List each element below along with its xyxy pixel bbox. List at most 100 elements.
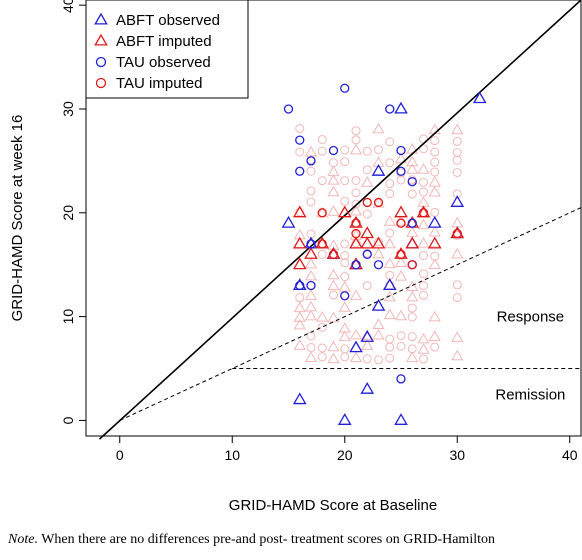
legend-abft-observed-symbol bbox=[94, 12, 108, 25]
imputed-cloud-triangle bbox=[428, 176, 441, 187]
x-axis: 0 10 20 30 40 bbox=[116, 435, 578, 463]
x-tick-label: 20 bbox=[337, 447, 353, 463]
abft-imputed-point bbox=[394, 205, 408, 218]
imputed-cloud-triangle bbox=[304, 257, 318, 269]
imputed-cloud-circle bbox=[362, 209, 372, 219]
imputed-cloud-triangle bbox=[293, 318, 306, 330]
imputed-cloud-circle bbox=[419, 354, 428, 364]
imputed-cloud-circle bbox=[385, 179, 395, 189]
imputed-cloud-triangle bbox=[349, 143, 363, 155]
abft-observed-point bbox=[394, 101, 408, 114]
imputed-cloud-triangle bbox=[406, 163, 419, 174]
imputed-cloud-triangle bbox=[383, 308, 396, 320]
response-label: Response bbox=[497, 309, 565, 326]
imputed-cloud-circle bbox=[385, 228, 395, 238]
imputed-cloud-circle bbox=[351, 199, 361, 209]
tau-observed-point bbox=[396, 166, 406, 176]
imputed-cloud-triangle bbox=[338, 322, 351, 333]
tau-imputed-point bbox=[351, 228, 361, 239]
x-tick-label: 30 bbox=[449, 447, 465, 463]
imputed-cloud-triangle bbox=[304, 289, 318, 300]
abft-imputed-point bbox=[405, 236, 420, 249]
note-label: Note. bbox=[8, 532, 38, 547]
imputed-cloud-circle bbox=[407, 303, 417, 313]
tau-observed-point bbox=[373, 260, 384, 270]
imputed-cloud-circle bbox=[374, 355, 383, 365]
imputed-cloud-triangle bbox=[293, 339, 306, 350]
imputed-cloud-triangle bbox=[349, 204, 363, 216]
y-tick-label: 20 bbox=[60, 205, 76, 221]
imputed-cloud-triangle bbox=[338, 301, 351, 312]
imputed-cloud-circle bbox=[340, 258, 350, 268]
tau-imputed-point bbox=[396, 249, 406, 259]
imputed-cloud-triangle bbox=[406, 351, 419, 363]
scatter-chart: 0 10 20 30 40 0 10 20 30 40 Response Remission GR… bbox=[9, 0, 582, 514]
imputed-cloud-triangle bbox=[349, 351, 363, 363]
imputed-cloud-triangle bbox=[451, 216, 464, 228]
tau-observed-point bbox=[306, 280, 316, 291]
abft-observed-point bbox=[427, 215, 442, 228]
imputed-cloud-triangle bbox=[428, 225, 441, 237]
imputed-cloud-triangle bbox=[406, 290, 419, 302]
imputed-cloud-circle bbox=[317, 343, 327, 353]
imputed-cloud-circle bbox=[419, 187, 428, 197]
imputed-cloud-triangle bbox=[293, 301, 306, 313]
tau-observed-point bbox=[362, 249, 372, 259]
imputed-cloud-circle bbox=[362, 146, 372, 156]
imputed-cloud-triangle bbox=[327, 165, 340, 177]
imputed-cloud-circle bbox=[317, 146, 327, 156]
tau-observed-point bbox=[306, 239, 316, 249]
imputed-cloud-triangle bbox=[304, 269, 318, 281]
imputed-cloud-triangle bbox=[304, 300, 318, 312]
imputed-cloud-circle bbox=[452, 155, 462, 165]
imputed-cloud-triangle bbox=[349, 328, 363, 340]
imputed-cloud-triangle bbox=[327, 352, 340, 364]
imputed-cloud-triangle bbox=[394, 152, 408, 164]
imputed-cloud-triangle bbox=[417, 218, 430, 230]
imputed-cloud-circle bbox=[452, 280, 462, 290]
tau-imputed-point bbox=[328, 249, 339, 259]
y-tick-label: 40 bbox=[60, 0, 76, 13]
imputed-cloud-triangle bbox=[451, 247, 464, 259]
imputed-cloud-circle bbox=[362, 354, 372, 364]
imputed-cloud-circle bbox=[340, 157, 350, 167]
tau-observed-point bbox=[351, 260, 361, 270]
imputed-cloud-circle bbox=[407, 312, 417, 322]
imputed-cloud-triangle bbox=[417, 332, 430, 344]
imputed-cloud-triangle bbox=[349, 341, 363, 352]
imputed-cloud-triangle bbox=[406, 143, 419, 154]
tau-observed-point bbox=[306, 156, 316, 166]
reference-lines bbox=[98, 0, 582, 440]
x-tick-label: 40 bbox=[562, 447, 578, 463]
imputed-cloud-circle bbox=[385, 334, 395, 344]
abft-observed-point bbox=[371, 163, 386, 176]
x-tick-label: 0 bbox=[116, 447, 124, 463]
abft-observed-point bbox=[360, 330, 375, 342]
abft-observed-point bbox=[337, 413, 352, 425]
imputed-cloud-circle bbox=[340, 145, 350, 155]
imputed-cloud-triangle bbox=[383, 257, 396, 269]
imputed-cloud-triangle bbox=[327, 205, 340, 216]
imputed-cloud-triangle bbox=[428, 330, 441, 341]
abft-imputed-point bbox=[371, 236, 386, 249]
tau-imputed-point bbox=[373, 197, 384, 208]
imputed-cloud-circle bbox=[340, 196, 350, 206]
imputed-cloud-triangle bbox=[372, 318, 385, 330]
imputed-cloud-triangle bbox=[394, 270, 408, 281]
imputed-cloud-triangle bbox=[428, 185, 441, 197]
imputed-cloud-triangle bbox=[383, 290, 396, 302]
imputed-cloud-circle bbox=[306, 197, 316, 207]
imputed-cloud-circle bbox=[430, 136, 440, 146]
imputed-cloud-circle bbox=[317, 176, 327, 186]
abft-imputed-point bbox=[304, 247, 318, 259]
imputed-cloud-triangle bbox=[417, 196, 430, 207]
tau-observed-point bbox=[295, 280, 305, 291]
tau-imputed-point bbox=[418, 208, 429, 218]
imputed-cloud-circle bbox=[452, 136, 462, 146]
imputed-cloud-circle bbox=[340, 239, 350, 249]
imputed-cloud-triangle bbox=[394, 309, 408, 321]
response-line bbox=[119, 207, 582, 421]
tau-observed-point bbox=[407, 177, 417, 187]
imputed-cloud-triangle bbox=[304, 351, 318, 362]
abft-imputed-point bbox=[292, 205, 307, 218]
